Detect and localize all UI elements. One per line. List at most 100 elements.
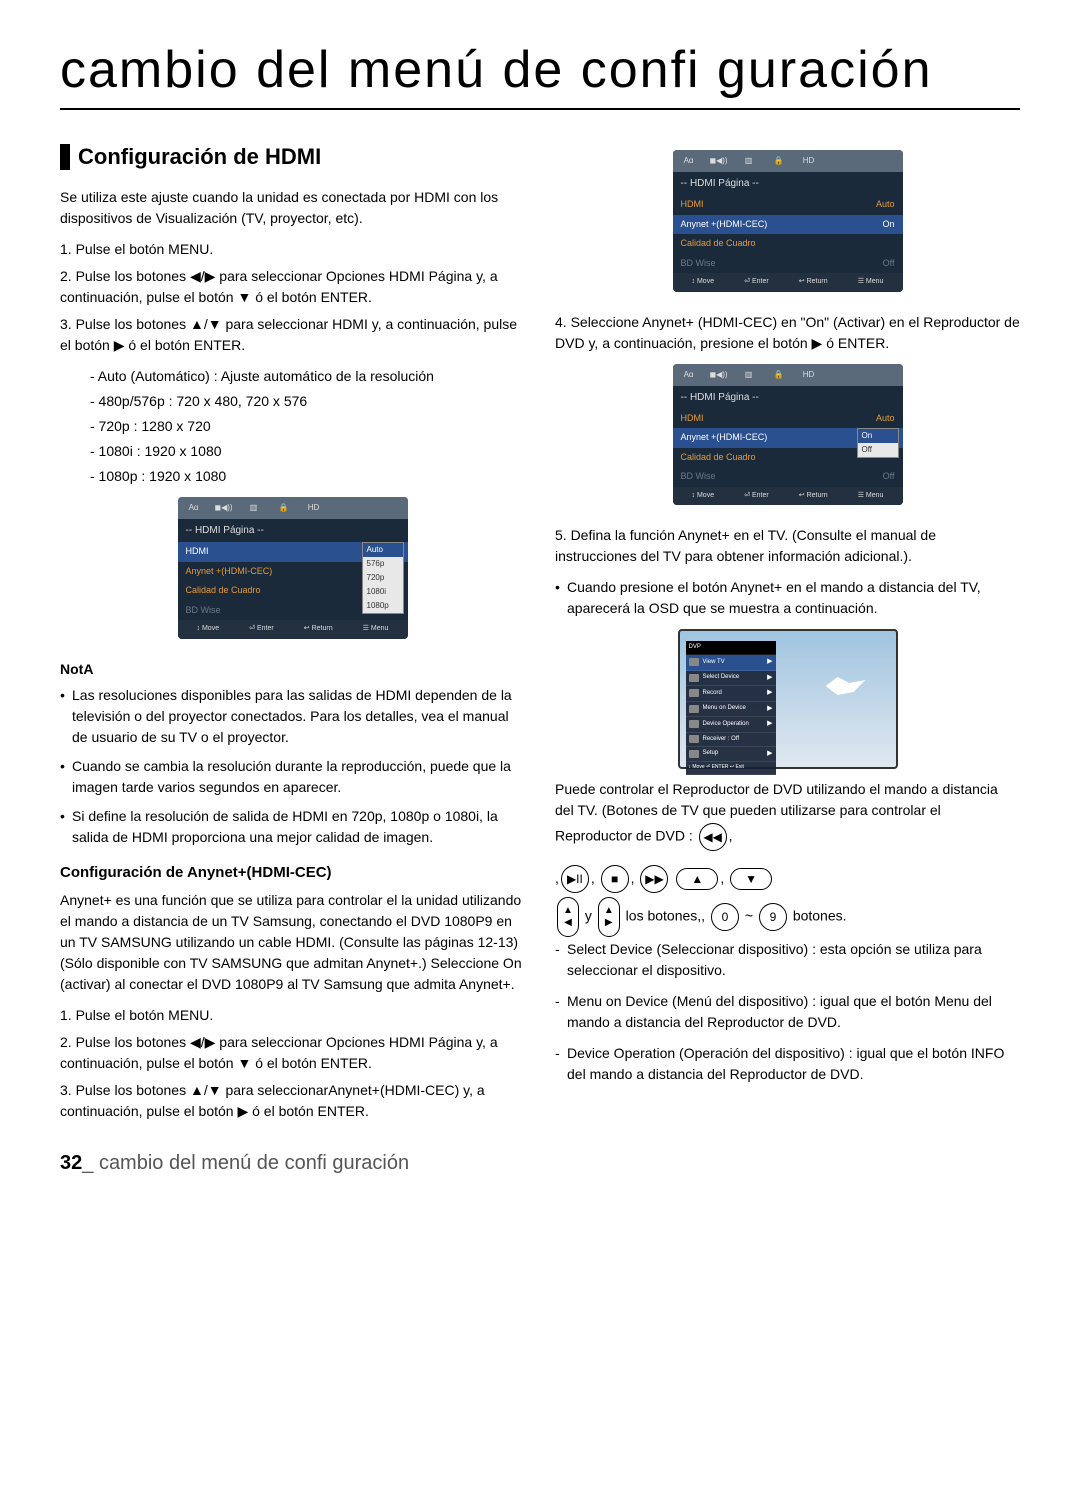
- step-5: 5. Defina la función Anynet+ en el TV. (…: [555, 525, 1020, 567]
- osd-foot-return: ↩ Return: [799, 277, 828, 288]
- onoff-popup: On Off: [857, 428, 899, 458]
- osd-title: -- HDMI Página --: [178, 519, 408, 542]
- step-4: 4. Seleccione Anynet+ (HDMI-CEC) en "On"…: [555, 312, 1020, 354]
- arrow-icon: ▶: [767, 704, 772, 715]
- control-text: Puede controlar el Reproductor de DVD ut…: [555, 781, 998, 844]
- osd-label: HDMI: [186, 545, 209, 559]
- osd-tabs: Aɑ ◼◀)) ▥ 🔒 HD: [673, 150, 903, 172]
- popup-opt-576p: 576p: [363, 557, 403, 571]
- popup-opt-1080i: 1080i: [363, 585, 403, 599]
- tab-lock-icon: 🔒: [767, 368, 791, 382]
- res-480p: - 480p/576p : 720 x 480, 720 x 576: [90, 391, 525, 412]
- tab-lang-icon: Aɑ: [677, 154, 701, 168]
- popup-opt-1080p: 1080p: [363, 599, 403, 613]
- nota-item: Cuando se cambia la resolución durante l…: [60, 756, 525, 798]
- setup-steps: 1. Pulse el botón MENU. 2. Pulse los bot…: [60, 239, 525, 356]
- osd-foot-enter: ⏎ Enter: [744, 491, 769, 502]
- desc-select-device: Select Device (Seleccionar dispositivo) …: [555, 939, 1020, 981]
- intro-paragraph: Se utiliza este ajuste cuando la unidad …: [60, 187, 525, 229]
- tab-hd-icon: HD: [797, 154, 821, 168]
- osd-title: -- HDMI Página --: [673, 172, 903, 195]
- osd-label: HDMI: [681, 412, 704, 426]
- osd-row-anynet: Anynet +(HDMI-CEC) On: [673, 215, 903, 235]
- anynet-heading: Configuración de Anynet+(HDMI-CEC): [60, 862, 525, 885]
- right-column: Aɑ ◼◀)) ▥ 🔒 HD -- HDMI Página -- HDMI Au…: [555, 140, 1020, 1132]
- osd-foot-move: ↕ Move: [692, 491, 715, 502]
- overlay-label: Receiver : Off: [703, 735, 740, 744]
- overlay-label: Record: [703, 689, 722, 698]
- osd-title: -- HDMI Página --: [673, 386, 903, 409]
- overlay-item: Receiver : Off: [686, 733, 776, 747]
- page-title: cambio del menú de confi guración: [60, 40, 1020, 110]
- popup-opt-on: On: [858, 429, 898, 443]
- ffwd-icon: ▶▶: [640, 865, 668, 893]
- osd-label: HDMI: [681, 198, 704, 212]
- osd-foot-return: ↩ Return: [799, 491, 828, 502]
- function-descriptions: Select Device (Seleccionar dispositivo) …: [555, 939, 1020, 1085]
- nota-heading: NotA: [60, 659, 525, 680]
- rewind-icon: ◀◀: [699, 823, 727, 851]
- setup-icon: [689, 750, 699, 758]
- osd-row-bdwise: BD Wise Off: [673, 467, 903, 487]
- overlay-label: Setup: [703, 749, 719, 758]
- overlay-label: Device Operation: [703, 720, 749, 729]
- step-2: 2. Pulse los botones ◀/▶ para selecciona…: [60, 266, 525, 308]
- overlay-item: Select Device▶: [686, 671, 776, 687]
- popup-opt-off: Off: [858, 443, 898, 457]
- tab-lang-icon: Aɑ: [677, 368, 701, 382]
- resolution-list: - Auto (Automático) : Ajuste automático …: [90, 366, 525, 487]
- play-pause-icon: ▶II: [561, 865, 589, 893]
- overlay-header: DVP: [686, 641, 776, 655]
- tv-screenshot: DVP View TV▶ Select Device▶ Record▶ Menu…: [678, 629, 898, 769]
- osd-row-quality: Calidad de Cuadro: [673, 234, 903, 254]
- step-5-sub-item: Cuando presione el botón Anynet+ en el m…: [555, 577, 1020, 619]
- osd-tabs: Aɑ ◼◀)) ▥ 🔒 HD: [673, 364, 903, 386]
- step-5-sub: Cuando presione el botón Anynet+ en el m…: [555, 577, 1020, 619]
- num-0-icon: 0: [711, 903, 739, 931]
- overlay-label: View TV: [703, 658, 725, 667]
- remote-buttons-row: ,▶II, ■, ▶▶ ▲, ▼: [555, 863, 1020, 895]
- osd-label: Anynet +(HDMI-CEC): [681, 218, 768, 232]
- popup-opt-720p: 720p: [363, 571, 403, 585]
- res-1080p: - 1080p : 1920 x 1080: [90, 466, 525, 487]
- osd-label: Anynet +(HDMI-CEC): [186, 565, 273, 579]
- bird-illustration: [826, 671, 866, 701]
- overlay-item: View TV▶: [686, 655, 776, 671]
- anynet-step-1: 1. Pulse el botón MENU.: [60, 1005, 525, 1026]
- osd-row-bdwise: BD Wise Off: [673, 254, 903, 274]
- menu-icon: [689, 705, 699, 713]
- osd-value: On: [882, 218, 894, 232]
- stop-icon: ■: [601, 865, 629, 893]
- tv-icon: [689, 658, 699, 666]
- osd-label: BD Wise: [186, 604, 221, 618]
- anynet-paragraph: Anynet+ es una función que se utiliza pa…: [60, 890, 525, 995]
- arrow-icon: ▶: [767, 719, 772, 730]
- osd-row-hdmi: HDMI Auto Auto 576p 720p 1080i 1080p: [178, 542, 408, 562]
- tab-audio-icon: ◼◀)): [212, 501, 236, 515]
- tab-audio-icon: ◼◀)): [707, 368, 731, 382]
- osd-row-anynet: Anynet +(HDMI-CEC) On On Off: [673, 428, 903, 448]
- osd-label: Calidad de Cuadro: [681, 237, 756, 251]
- res-1080i: - 1080i : 1920 x 1080: [90, 441, 525, 462]
- step-3: 3. Pulse los botones ▲/▼ para selecciona…: [60, 314, 525, 356]
- page-number: 32: [60, 1152, 82, 1174]
- osd-row-hdmi: HDMI Auto: [673, 409, 903, 429]
- record-icon: [689, 689, 699, 697]
- tab-lock-icon: 🔒: [272, 501, 296, 515]
- resolution-popup: Auto 576p 720p 1080i 1080p: [362, 542, 404, 614]
- nota-list: Las resoluciones disponibles para las sa…: [60, 685, 525, 848]
- up-nav-icon: ▲: [676, 868, 718, 890]
- osd-footer: ↕ Move ⏎ Enter ↩ Return ☰ Menu: [673, 273, 903, 292]
- anynet-step-3: 3. Pulse los botones ▲/▼ para selecciona…: [60, 1080, 525, 1122]
- osd-foot-menu: ☰ Menu: [858, 277, 884, 288]
- receiver-icon: [689, 735, 699, 743]
- tab-display-icon: ▥: [737, 154, 761, 168]
- tilde-label: ~: [745, 908, 753, 924]
- res-720p: - 720p : 1280 x 720: [90, 416, 525, 437]
- operation-icon: [689, 720, 699, 728]
- tab-display-icon: ▥: [737, 368, 761, 382]
- osd-label: Anynet +(HDMI-CEC): [681, 431, 768, 445]
- osd-foot-move: ↕ Move: [197, 624, 220, 635]
- tv-anynet-overlay: DVP View TV▶ Select Device▶ Record▶ Menu…: [686, 641, 776, 775]
- arrow-icon: ▶: [767, 673, 772, 684]
